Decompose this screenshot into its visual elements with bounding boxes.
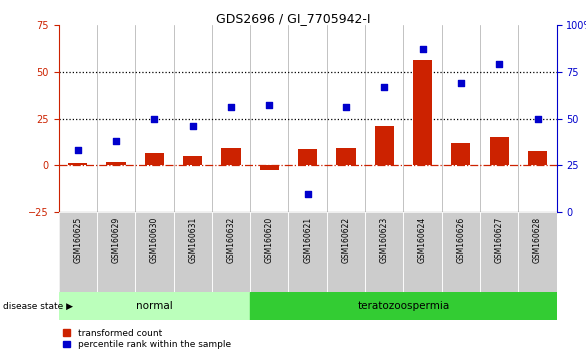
Text: GSM160632: GSM160632 <box>227 216 236 263</box>
Bar <box>327 212 365 292</box>
Text: GSM160625: GSM160625 <box>73 216 82 263</box>
Bar <box>288 212 327 292</box>
Bar <box>97 212 135 292</box>
Point <box>188 123 197 129</box>
Bar <box>135 212 173 292</box>
Bar <box>212 212 250 292</box>
Point <box>380 84 389 90</box>
Bar <box>59 212 97 292</box>
Bar <box>250 212 288 292</box>
Bar <box>403 212 442 292</box>
Text: teratozoospermia: teratozoospermia <box>357 301 449 311</box>
Text: GSM160627: GSM160627 <box>495 216 504 263</box>
Bar <box>145 153 164 165</box>
Bar <box>250 292 557 320</box>
Bar <box>327 212 365 292</box>
Point <box>418 46 427 52</box>
Bar <box>374 126 394 165</box>
Text: GSM160628: GSM160628 <box>533 216 542 263</box>
Bar <box>59 292 250 320</box>
Bar <box>288 212 327 292</box>
Point <box>495 61 504 67</box>
Text: GSM160623: GSM160623 <box>380 216 389 263</box>
Bar <box>135 212 173 292</box>
Bar <box>173 212 212 292</box>
Legend: transformed count, percentile rank within the sample: transformed count, percentile rank withi… <box>63 329 231 349</box>
Bar <box>68 163 87 165</box>
Text: GSM160622: GSM160622 <box>342 216 350 263</box>
Bar <box>59 212 97 292</box>
Text: GSM160631: GSM160631 <box>188 216 197 263</box>
Bar <box>442 212 480 292</box>
Text: GDS2696 / GI_7705942-I: GDS2696 / GI_7705942-I <box>216 12 370 25</box>
Point <box>341 104 350 110</box>
Bar <box>298 149 317 165</box>
Point <box>456 80 466 86</box>
Bar <box>451 143 471 165</box>
Bar <box>260 165 279 170</box>
Text: GSM160624: GSM160624 <box>418 216 427 263</box>
Text: GSM160629: GSM160629 <box>111 216 121 263</box>
Bar <box>97 212 135 292</box>
Text: disease state ▶: disease state ▶ <box>3 302 73 311</box>
Point <box>226 104 236 110</box>
Text: normal: normal <box>136 301 173 311</box>
Bar <box>519 212 557 292</box>
Bar <box>250 212 288 292</box>
Bar <box>528 152 547 165</box>
Bar <box>413 61 432 165</box>
Text: GSM160626: GSM160626 <box>456 216 465 263</box>
Text: GSM160630: GSM160630 <box>150 216 159 263</box>
Bar <box>107 162 125 165</box>
Bar <box>173 212 212 292</box>
Point <box>533 116 542 121</box>
Bar <box>365 212 403 292</box>
Bar <box>480 212 519 292</box>
Bar <box>183 156 202 165</box>
Bar <box>336 148 356 165</box>
Bar <box>212 212 250 292</box>
Bar <box>365 212 403 292</box>
Bar <box>480 212 519 292</box>
Bar <box>403 212 442 292</box>
Bar <box>442 212 480 292</box>
Text: GSM160620: GSM160620 <box>265 216 274 263</box>
Bar <box>519 212 557 292</box>
Text: GSM160621: GSM160621 <box>303 216 312 263</box>
Point <box>149 116 159 121</box>
Point <box>303 191 312 196</box>
Point <box>265 103 274 108</box>
Bar <box>490 137 509 165</box>
Bar <box>222 148 241 165</box>
Point <box>73 148 83 153</box>
Point <box>111 138 121 144</box>
